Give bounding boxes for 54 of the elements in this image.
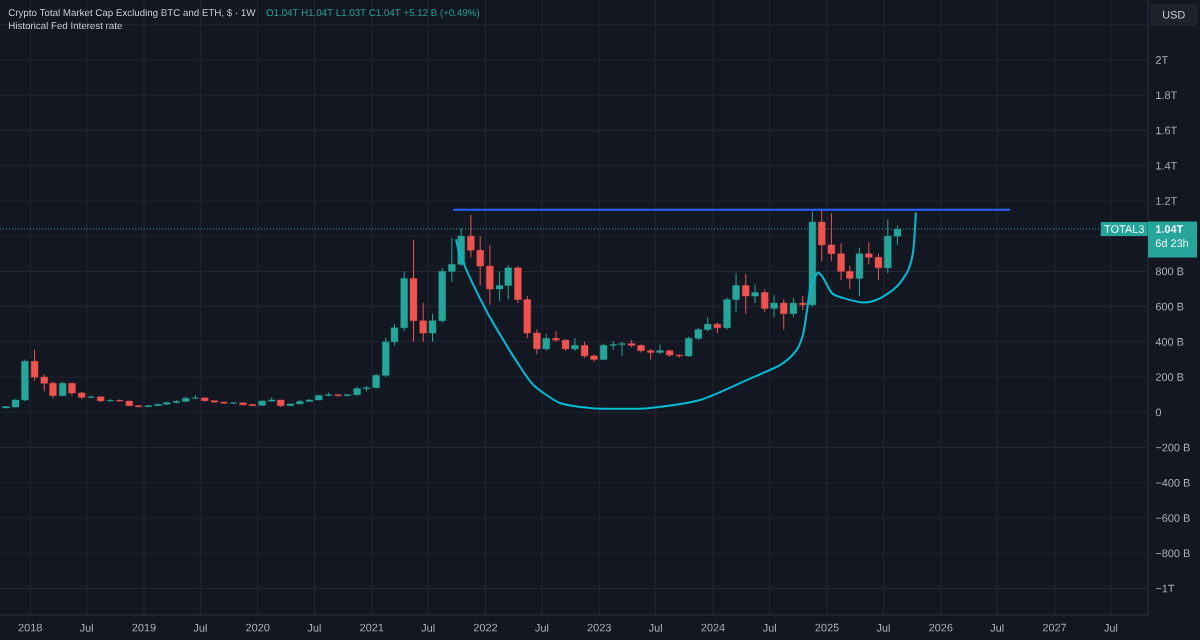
y-tick-label: −600 B bbox=[1155, 514, 1190, 522]
text: Crypto Total Market Cap Excluding BTC and ETH, $ · 1W bbox=[8, 8, 256, 18]
x-tick-label: 2025 bbox=[815, 623, 839, 632]
y-tick-label: 1.8T bbox=[1156, 91, 1178, 100]
candlestick bbox=[486, 244, 494, 306]
x-tick-label: 2023 bbox=[587, 623, 611, 632]
x-tick-label: 2018 bbox=[18, 623, 42, 632]
x-tick-label: Jul bbox=[762, 623, 776, 632]
x-tick-label: 2024 bbox=[701, 623, 725, 632]
candlestick bbox=[656, 344, 664, 355]
y-tick-label: −800 B bbox=[1155, 549, 1190, 558]
annotation: O1.04T H1.04T L1.03T C1.04T +5.12 B (+0.49%) bbox=[266, 8, 480, 18]
candlestick bbox=[770, 294, 778, 318]
text: 1.04T bbox=[1155, 225, 1184, 233]
x-tick-label: Jul bbox=[421, 623, 435, 632]
candlestick bbox=[571, 337, 579, 352]
x-tick-label: Jul bbox=[307, 623, 321, 632]
y-tick-label: 0 bbox=[1155, 408, 1162, 417]
x-tick-label: 2027 bbox=[1042, 623, 1067, 632]
x-tick-label: 2021 bbox=[360, 623, 384, 632]
y-tick-label: 2T bbox=[1155, 56, 1168, 64]
y-tick-label: 1.6T bbox=[1156, 126, 1178, 135]
ref-line-label: TOTAL3 bbox=[1104, 225, 1144, 233]
y-tick-label: −400 B bbox=[1155, 478, 1190, 487]
candlestick bbox=[751, 284, 759, 304]
x-tick-label: 2019 bbox=[132, 623, 156, 632]
y-tick-label: −200 B bbox=[1155, 443, 1190, 452]
text: Historical Fed Interest rate bbox=[9, 21, 122, 30]
x-tick-label: 2026 bbox=[929, 623, 953, 632]
x-tick-label: 2020 bbox=[246, 623, 270, 632]
x-tick-label: 2022 bbox=[473, 623, 498, 632]
x-tick-label: Jul bbox=[990, 623, 1004, 632]
x-tick-label: Jul bbox=[535, 623, 549, 632]
candlestick bbox=[742, 273, 750, 315]
x-tick-label: Jul bbox=[876, 623, 890, 632]
y-tick-label: 1.4T bbox=[1156, 161, 1178, 170]
candlestick bbox=[533, 329, 541, 355]
candlestick bbox=[552, 330, 560, 343]
candlestick bbox=[780, 299, 788, 331]
candlestick bbox=[761, 288, 769, 313]
y-tick-label: −1T bbox=[1155, 584, 1175, 593]
y-tick-label: 800 B bbox=[1155, 267, 1184, 276]
y-tick-label: 200 B bbox=[1155, 373, 1184, 381]
text: 6d 23h bbox=[1155, 239, 1188, 248]
x-tick-label: Jul bbox=[193, 623, 207, 632]
x-tick-label: Jul bbox=[648, 623, 662, 632]
y-tick-label: 600 B bbox=[1155, 302, 1184, 311]
y-tick-label: 1.2T bbox=[1156, 197, 1178, 205]
line-series bbox=[455, 212, 917, 410]
x-tick-label: Jul bbox=[1104, 623, 1118, 632]
x-tick-label: Jul bbox=[79, 623, 93, 632]
y-tick-label: 400 B bbox=[1155, 337, 1184, 346]
text: USD bbox=[1163, 10, 1185, 19]
candlestick bbox=[789, 297, 798, 318]
